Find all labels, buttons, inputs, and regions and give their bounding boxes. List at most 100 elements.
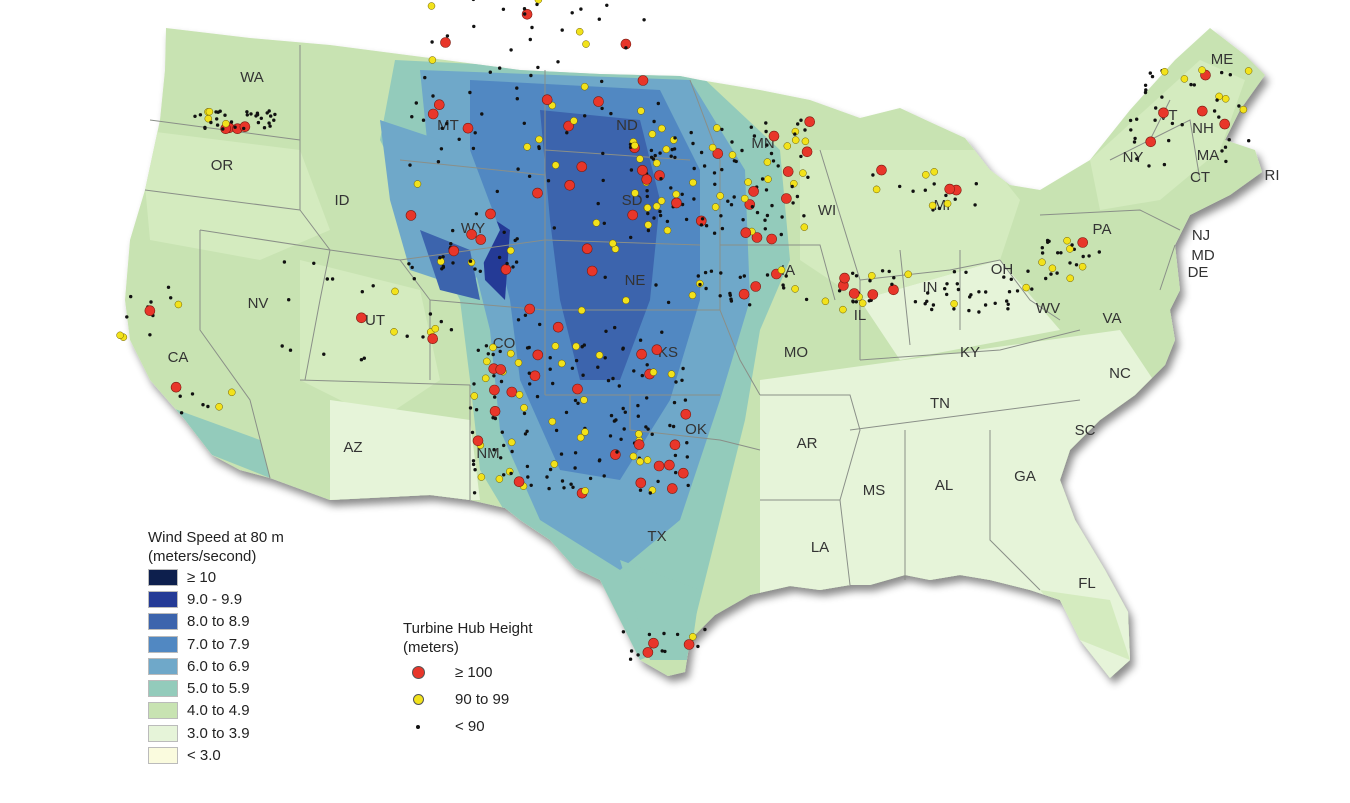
turbine-marker-under-90 [1059, 251, 1063, 255]
turbine-marker-under-90 [468, 406, 473, 410]
state-label-nh: NH [1192, 120, 1214, 137]
turbine-marker-under-90 [729, 299, 734, 303]
turbine-marker-under-90 [1227, 138, 1231, 142]
turbine-marker-under-90 [438, 256, 442, 260]
turbine-marker-under-90 [472, 491, 477, 495]
turbine-marker-under-90 [513, 238, 517, 243]
turbine-marker-under-90 [1224, 159, 1228, 164]
turbine-marker-under-90 [423, 75, 427, 80]
wind-legend-label: < 3.0 [187, 747, 221, 765]
turbine-marker-under-90 [1167, 138, 1171, 143]
turbine-marker-under-90 [795, 194, 800, 199]
turbine-marker-90-99 [222, 119, 230, 128]
turbine-marker-under-90 [474, 212, 479, 216]
turbine-marker-100-plus [506, 386, 518, 398]
turbine-marker-100-plus [671, 197, 682, 209]
turbine-marker-under-90 [242, 126, 246, 131]
turbine-marker-under-90 [890, 282, 894, 286]
wind-legend-item: ≥ 10 [148, 566, 284, 588]
wind-legend-item: 8.0 to 8.9 [148, 611, 284, 633]
turbine-marker-under-90 [791, 201, 795, 205]
turbine-marker-under-90 [720, 167, 724, 172]
turbine-marker-under-90 [674, 470, 678, 475]
turbine-marker-under-90 [930, 307, 934, 312]
turbine-marker-under-90 [1128, 118, 1133, 123]
turbine-marker-under-90 [166, 285, 171, 289]
turbine-marker-under-90 [642, 18, 646, 22]
turbine-marker-90-99 [662, 145, 671, 154]
turbine-marker-under-90 [523, 432, 528, 436]
turbine-marker-100-plus [405, 210, 417, 221]
turbine-marker-under-90 [472, 24, 476, 29]
turbine-marker-under-90 [596, 365, 600, 369]
turbine-marker-under-90 [952, 270, 957, 274]
turbine-marker-under-90 [502, 473, 506, 477]
turbine-marker-90-99 [799, 169, 807, 177]
turbine-marker-100-plus [804, 116, 816, 127]
turbine-marker-100-plus [677, 467, 689, 479]
turbine-marker-under-90 [1162, 162, 1167, 167]
turbine-marker-under-90 [799, 154, 803, 159]
turbine-marker-under-90 [554, 428, 559, 433]
turbine-marker-under-90 [478, 269, 482, 273]
turbine-marker-under-90 [509, 48, 513, 52]
turbine-marker-90-99 [688, 291, 697, 300]
turbine-marker-90-99 [427, 2, 436, 10]
turbine-marker-under-90 [209, 120, 213, 125]
turbine-marker-100-plus [462, 122, 474, 134]
turbine-marker-under-90 [1055, 271, 1059, 275]
state-label-ok: OK [685, 421, 707, 438]
state-label-ca: CA [168, 349, 189, 366]
turbine-marker-under-90 [441, 255, 445, 259]
turbine-marker-under-90 [1015, 289, 1020, 293]
state-label-oh: OH [991, 261, 1014, 278]
turbine-marker-100-plus [653, 460, 665, 472]
turbine-marker-under-90 [1007, 290, 1012, 294]
turbine-marker-100-plus [637, 75, 649, 86]
turbine-marker-under-90 [974, 182, 978, 186]
turbine-marker-under-90 [683, 398, 688, 402]
turbine-marker-under-90 [428, 312, 433, 316]
turbine-marker-under-90 [1144, 88, 1148, 92]
turbine-marker-under-90 [923, 302, 927, 306]
turbine-marker-under-90 [514, 260, 519, 264]
state-label-ga: GA [1014, 468, 1036, 485]
turbine-marker-90-99 [413, 180, 422, 188]
turbine-marker-under-90 [498, 349, 502, 354]
turbine-marker-90-99 [658, 124, 666, 133]
turbine-marker-under-90 [1129, 128, 1133, 132]
turbine-marker-under-90 [673, 136, 677, 140]
turbine-marker-under-90 [408, 163, 412, 167]
turbine-marker-under-90 [609, 111, 613, 116]
turbine-marker-under-90 [129, 294, 133, 299]
turbine-marker-under-90 [728, 293, 732, 297]
turbine-marker-under-90 [1212, 109, 1217, 113]
turbine-marker-100-plus [944, 183, 956, 195]
state-label-me: ME [1211, 51, 1234, 68]
turbine-marker-under-90 [245, 110, 249, 114]
turbine-marker-under-90 [529, 483, 533, 487]
wind-legend-swatch [148, 680, 178, 698]
turbine-marker-90-99 [764, 175, 772, 183]
turbine-marker-90-99 [689, 178, 697, 187]
turbine-marker-90-99 [708, 143, 717, 152]
wind-legend-item: 6.0 to 6.9 [148, 655, 284, 677]
state-label-ks: KS [658, 344, 678, 361]
turbine-marker-90-99 [657, 197, 666, 205]
turbine-marker-100-plus [669, 439, 681, 451]
hub-legend-item: ≥ 100 [403, 659, 533, 686]
turbine-marker-under-90 [249, 112, 253, 116]
turbine-marker-90-99 [551, 161, 560, 169]
turbine-marker-under-90 [945, 292, 949, 297]
state-label-ny: NY [1123, 149, 1144, 166]
turbine-marker-under-90 [718, 294, 722, 298]
turbine-marker-90-99 [572, 342, 580, 351]
turbine-marker-100-plus [433, 99, 445, 110]
turbine-marker-100-plus [636, 348, 647, 360]
turbine-marker-under-90 [713, 182, 717, 186]
turbine-marker-under-90 [500, 430, 504, 434]
turbine-marker-under-90 [223, 113, 227, 117]
turbine-marker-under-90 [691, 141, 695, 146]
turbine-marker-under-90 [702, 164, 707, 168]
